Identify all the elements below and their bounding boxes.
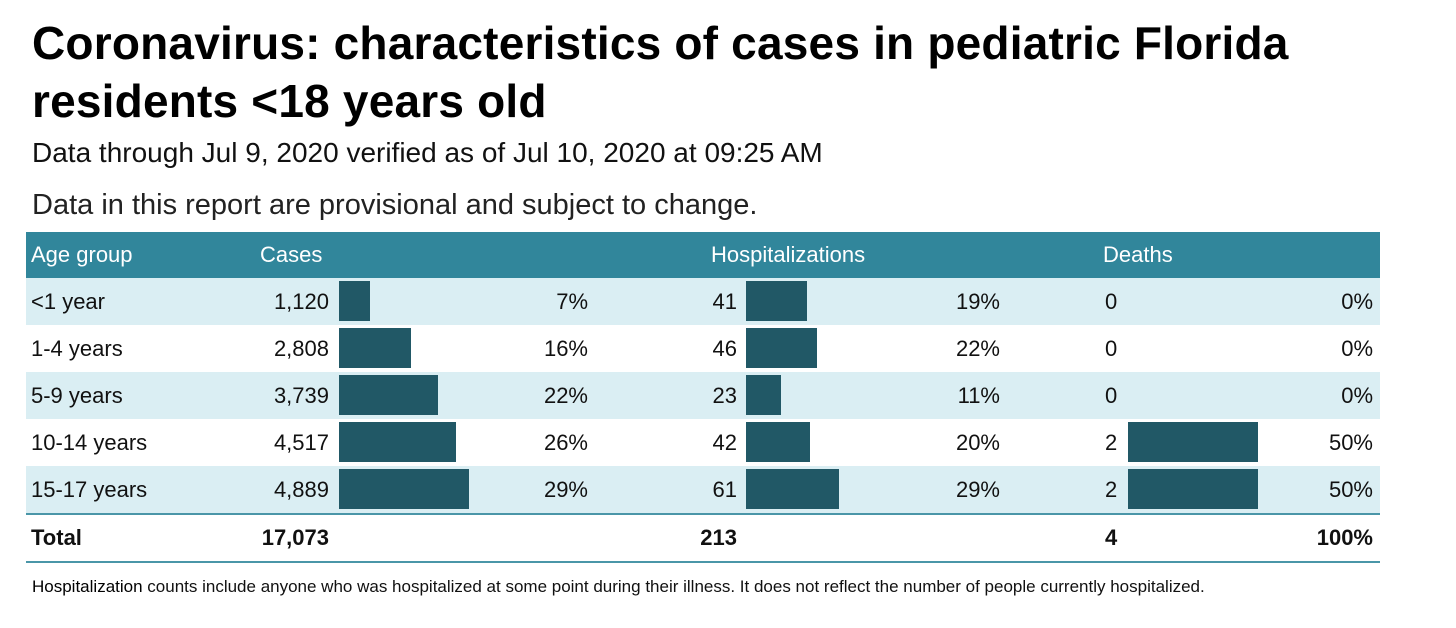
cases-value: 4,889	[273, 477, 329, 502]
hospitalizations-value: 41	[712, 289, 737, 314]
deaths-value: 2	[1105, 477, 1118, 502]
age-group-cell: 10-14 years	[31, 430, 148, 455]
table-row: <1 year 1,120 7% 41 19% 0 0%	[26, 278, 1380, 325]
footnote-term: Hospitalization	[32, 577, 143, 596]
provisional-note: Data in this report are provisional and …	[32, 189, 758, 221]
cases-value: 3,739	[273, 383, 329, 408]
cases-value: 4,517	[273, 430, 329, 455]
deaths-value: 0	[1105, 383, 1118, 408]
hospitalizations-bar	[746, 469, 839, 509]
deaths-value: 0	[1105, 289, 1118, 314]
hospitalizations-value: 46	[712, 336, 737, 361]
table-row: 10-14 years 4,517 26% 42 20% 2 50%	[26, 419, 1380, 466]
hospitalizations-bar	[746, 422, 811, 462]
age-group-cell: 5-9 years	[31, 383, 123, 408]
hospitalizations-pct: 11%	[957, 383, 1000, 408]
total-hospitalizations: 213	[700, 525, 737, 550]
total-deaths-pct: 100%	[1316, 525, 1373, 550]
cases-bar	[339, 422, 456, 462]
deaths-pct: 50%	[1328, 477, 1373, 502]
cases-pct: 26%	[543, 430, 588, 455]
hospitalizations-value: 23	[712, 383, 737, 408]
table-row: 15-17 years 4,889 29% 61 29% 2 50%	[26, 466, 1380, 513]
hospitalizations-pct: 20%	[955, 430, 1000, 455]
cases-pct: 22%	[543, 383, 588, 408]
hospitalizations-bar	[746, 328, 817, 368]
cases-bar	[339, 328, 411, 368]
deaths-value: 2	[1105, 430, 1118, 455]
deaths-pct: 0%	[1341, 289, 1373, 314]
cases-value: 2,808	[273, 336, 329, 361]
age-group-cell: <1 year	[31, 289, 105, 314]
hospitalizations-pct: 19%	[955, 289, 1000, 314]
cases-value: 1,120	[273, 289, 329, 314]
cases-bar	[339, 469, 469, 509]
deaths-value: 0	[1105, 336, 1118, 361]
cases-pct: 16%	[543, 336, 588, 361]
deaths-bar	[1128, 469, 1258, 509]
total-row: Total 17,073 213 4 100%	[26, 513, 1380, 563]
table-header-row: Age group Cases Hospitalizations Deaths	[26, 232, 1380, 278]
deaths-pct: 0%	[1341, 383, 1373, 408]
header-cases: Cases	[260, 242, 323, 267]
pediatric-cases-table: Age group Cases Hospitalizations Deaths …	[26, 232, 1380, 563]
deaths-pct: 0%	[1341, 336, 1373, 361]
age-group-cell: 15-17 years	[31, 477, 148, 502]
total-deaths: 4	[1105, 525, 1118, 550]
footnote-text: counts include anyone who was hospitaliz…	[142, 577, 1205, 596]
data-date-subtitle: Data through Jul 9, 2020 verified as of …	[32, 137, 823, 168]
deaths-pct: 50%	[1328, 430, 1373, 455]
header-hospitalizations: Hospitalizations	[711, 242, 866, 267]
hospitalizations-value: 61	[712, 477, 737, 502]
hospitalizations-bar	[746, 281, 807, 321]
cases-pct: 7%	[556, 289, 588, 314]
cases-bar	[339, 375, 438, 415]
table-row: 1-4 years 2,808 16% 46 22% 0 0%	[26, 325, 1380, 372]
table-body: <1 year 1,120 7% 41 19% 0 0% 1-4 years 2,808 16% 4…	[26, 278, 1380, 513]
header-age-group: Age group	[31, 242, 133, 267]
hospitalizations-value: 42	[712, 430, 737, 455]
table-row: 5-9 years 3,739 22% 23 11% 0 0%	[26, 372, 1380, 419]
page-title: Coronavirus: characteristics of cases in…	[32, 17, 1289, 127]
age-group-cell: 1-4 years	[31, 336, 123, 361]
cases-pct: 29%	[543, 477, 588, 502]
hospitalizations-pct: 22%	[955, 336, 1000, 361]
total-label: Total	[31, 525, 82, 550]
hospitalizations-bar	[746, 375, 782, 415]
hospitalization-footnote: Hospitalization counts include anyone wh…	[32, 576, 1205, 598]
hospitalizations-pct: 29%	[955, 477, 1000, 502]
total-cases: 17,073	[261, 525, 329, 550]
header-deaths: Deaths	[1103, 242, 1173, 267]
cases-bar	[339, 281, 371, 321]
deaths-bar	[1128, 422, 1258, 462]
